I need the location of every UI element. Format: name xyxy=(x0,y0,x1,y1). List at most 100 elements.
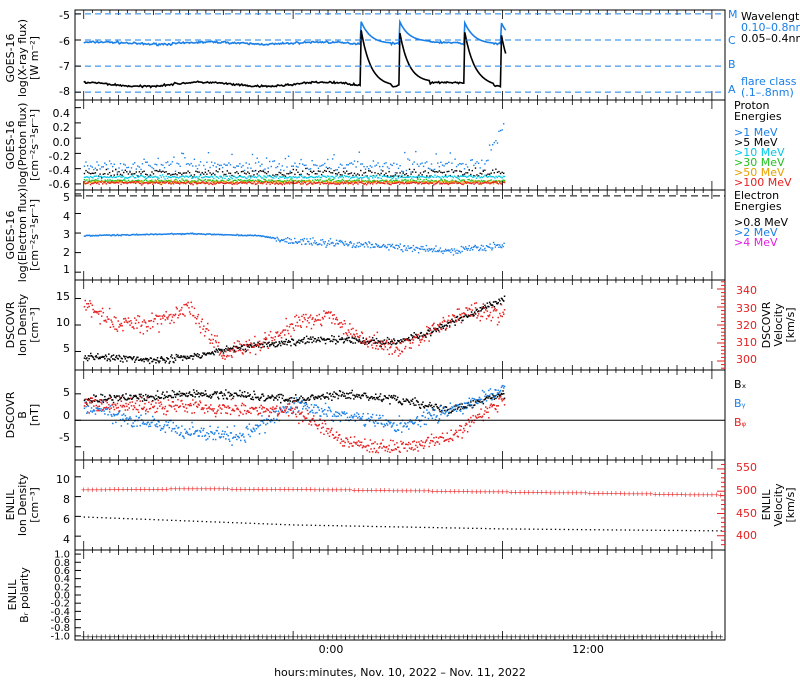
proton-point xyxy=(472,182,473,183)
electron-point xyxy=(293,242,294,243)
proton-point xyxy=(411,182,412,183)
proton-point xyxy=(89,181,90,182)
dscovr-velocity-point xyxy=(118,320,120,322)
electron-point xyxy=(320,239,321,240)
proton-point xyxy=(404,179,405,180)
dscovr-velocity-point xyxy=(183,314,185,316)
proton-point xyxy=(401,171,402,172)
proton-point xyxy=(363,177,364,178)
dscovr-velocity-point xyxy=(220,351,222,353)
proton-point xyxy=(387,175,388,176)
dscovr-velocity-point xyxy=(499,313,501,315)
proton-point xyxy=(119,180,120,181)
dscovr-velocity-point xyxy=(503,314,505,316)
dscovr-vel-ytick-label: 330 xyxy=(736,302,757,315)
dscovr-velocity-point xyxy=(153,321,155,323)
proton-point xyxy=(95,180,96,181)
dscovr-velocity-point xyxy=(222,358,224,360)
electron-point xyxy=(286,241,287,242)
proton-point xyxy=(373,160,374,161)
proton-point xyxy=(431,170,432,171)
magnetic-field-point xyxy=(192,396,194,398)
proton-point xyxy=(406,181,407,182)
proton-point xyxy=(149,181,150,182)
dscovr-velocity-point xyxy=(428,340,430,342)
electron-point xyxy=(309,243,310,244)
proton-point xyxy=(236,165,237,166)
proton-point xyxy=(335,169,336,170)
magnetic-field-point xyxy=(167,424,169,426)
proton-point xyxy=(277,180,278,181)
proton-point xyxy=(462,184,463,185)
proton-point xyxy=(406,170,407,171)
electron-point xyxy=(290,242,291,243)
proton-point xyxy=(462,179,463,180)
dscovr-density-point xyxy=(312,336,314,338)
proton-point xyxy=(155,180,156,181)
proton-point xyxy=(349,163,350,164)
proton-point xyxy=(461,176,462,177)
magnetic-field-point xyxy=(421,404,423,406)
proton-point xyxy=(383,183,384,184)
proton-point xyxy=(337,180,338,181)
proton-point xyxy=(164,172,165,173)
proton-point xyxy=(475,180,476,181)
dscovr-velocity-point xyxy=(286,325,288,327)
proton-point xyxy=(362,174,363,175)
proton-point xyxy=(230,177,231,178)
proton-point xyxy=(405,182,406,183)
dscovr-velocity-point xyxy=(290,336,292,338)
proton-point xyxy=(366,181,367,182)
dscovr-velocity-point xyxy=(319,319,321,321)
proton-point xyxy=(221,176,222,177)
magnetic-field-point xyxy=(349,392,351,394)
proton-point xyxy=(271,166,272,167)
proton-point xyxy=(118,180,119,181)
proton-point xyxy=(118,167,119,168)
proton-point xyxy=(233,183,234,184)
proton-point xyxy=(493,176,494,177)
proton-point xyxy=(360,163,361,164)
proton-point xyxy=(462,182,463,183)
magnetic-field-point xyxy=(91,407,93,409)
magnetic-field-point xyxy=(203,428,205,430)
proton-point xyxy=(370,170,371,171)
dscovr-density-point xyxy=(107,360,109,362)
dscovr-density-point xyxy=(299,342,301,344)
proton-point xyxy=(344,175,345,176)
proton-point xyxy=(90,173,91,174)
proton-point xyxy=(99,173,100,174)
electron-point xyxy=(370,247,371,248)
proton-point xyxy=(143,159,144,160)
proton-point xyxy=(220,165,221,166)
proton-point xyxy=(286,166,287,167)
proton-point xyxy=(495,182,496,183)
proton-point xyxy=(263,171,264,172)
proton-point xyxy=(444,176,445,177)
electron-point xyxy=(422,246,423,247)
proton-point xyxy=(487,177,488,178)
proton-point xyxy=(306,184,307,185)
magnetic-field-point xyxy=(459,404,461,406)
proton-point xyxy=(411,178,412,179)
electron-point xyxy=(424,249,425,250)
magnetic-field-point xyxy=(265,424,267,426)
proton-point xyxy=(283,176,284,177)
dscovr-velocity-point xyxy=(84,306,86,308)
magnetic-field-point xyxy=(256,428,258,430)
electron-point xyxy=(366,243,367,244)
proton-point xyxy=(345,183,346,184)
magnetic-field-point xyxy=(156,423,158,425)
electron-point xyxy=(495,246,496,247)
proton-point xyxy=(246,183,247,184)
dscovr-density-point xyxy=(436,331,438,333)
magnetic-field-point xyxy=(145,413,147,415)
proton-point xyxy=(423,171,424,172)
proton-point xyxy=(433,184,434,185)
dscovr-density-point xyxy=(240,347,242,349)
proton-point xyxy=(373,181,374,182)
dscovr-velocity-point xyxy=(87,307,89,309)
proton-point xyxy=(117,175,118,176)
dscovr-velocity-point xyxy=(456,320,458,322)
dscovr-velocity-point xyxy=(454,315,456,317)
